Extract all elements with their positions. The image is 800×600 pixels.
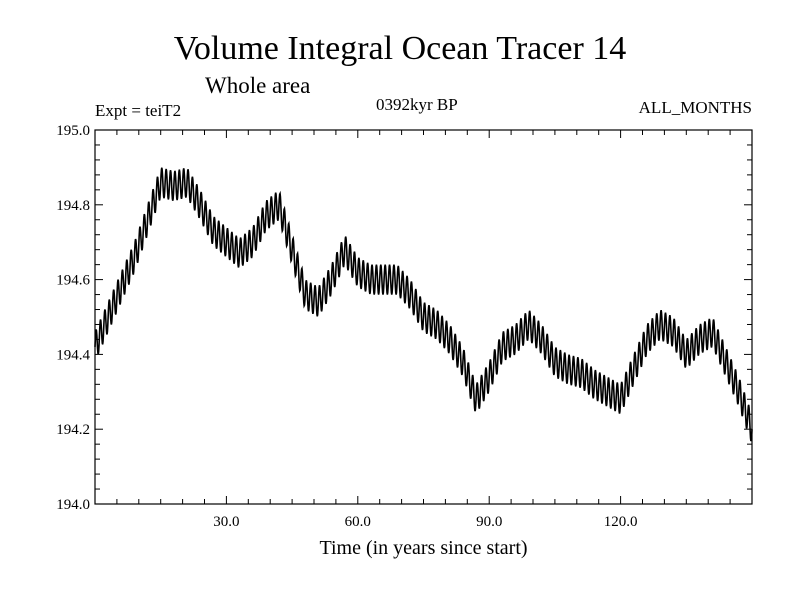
- series-line: [94, 167, 753, 442]
- y-tick-label: 194.0: [56, 497, 90, 513]
- chart-title: Volume Integral Ocean Tracer 14: [173, 30, 627, 67]
- x-tick-label: 30.0: [213, 514, 239, 530]
- y-tick-label: 194.6: [56, 273, 90, 289]
- y-tick-label: 194.4: [56, 347, 90, 363]
- months-label: ALL_MONTHS: [638, 98, 752, 117]
- x-tick-label: 90.0: [476, 514, 502, 530]
- data-series: [94, 167, 753, 442]
- x-tick-label: 60.0: [345, 514, 371, 530]
- y-tick-label: 195.0: [56, 123, 90, 139]
- period-label: 0392kyr BP: [376, 95, 458, 114]
- x-tick-label: 120.0: [604, 514, 638, 530]
- y-tick-label: 194.8: [56, 198, 90, 214]
- axis-ticks: 30.0 60.0 90.0 120.0 194.0 194.2 194.4 194.6 194…: [56, 123, 752, 530]
- chart-subtitle: Whole area: [205, 73, 311, 98]
- x-axis-label: Time (in years since start): [319, 537, 528, 559]
- y-tick-label: 194.2: [56, 422, 90, 438]
- experiment-label: Expt = teiT2: [95, 101, 182, 120]
